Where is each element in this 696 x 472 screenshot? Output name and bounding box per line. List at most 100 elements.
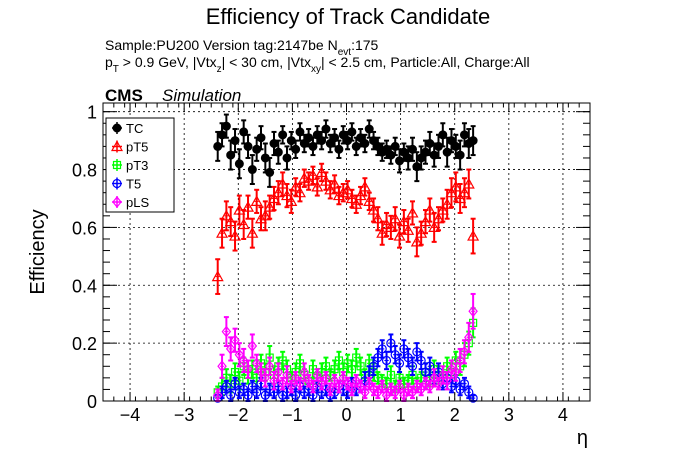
data-point [308, 380, 318, 393]
data-point [459, 345, 470, 358]
data-point [433, 377, 444, 390]
data-point [451, 366, 461, 379]
vtx-z-text: > 0.9 GeV, |Vtx [119, 54, 217, 70]
data-point [459, 379, 470, 389]
data-point [298, 171, 311, 183]
legend: TC pT5 pT3 T5 pLS [105, 117, 175, 213]
legend-marker [112, 196, 122, 208]
data-point [265, 167, 275, 177]
data-point [386, 383, 396, 396]
data-point [468, 305, 478, 318]
data-point [455, 150, 465, 160]
data-point [256, 133, 266, 143]
data-point [394, 358, 405, 368]
y-tick-label: 0.4 [72, 276, 97, 296]
data-point [394, 380, 405, 393]
data-point [302, 174, 315, 186]
data-point [455, 354, 465, 367]
data-point [282, 369, 292, 381]
x-tick-label: 4 [558, 405, 568, 425]
data-point [360, 386, 370, 399]
data-point [285, 195, 298, 206]
data-point [306, 169, 319, 180]
particle-charge-text: | < 2.5 cm, Particle:All, Charge:All [321, 54, 530, 70]
legend-label: pT3 [126, 158, 148, 173]
data-point [363, 195, 376, 206]
data-point [355, 380, 366, 393]
data-point [458, 186, 471, 198]
sample-info-text: Sample:PU200 Version tag:2147be N [105, 37, 338, 53]
data-point [321, 124, 331, 134]
data-point [376, 226, 389, 238]
data-point [389, 212, 402, 224]
data-point [371, 212, 384, 224]
data-point [252, 387, 262, 397]
data-point [380, 218, 393, 230]
legend-label: TC [126, 121, 143, 136]
plot-frame [102, 102, 591, 402]
data-point [393, 229, 406, 241]
x-tick-label: −1 [282, 405, 303, 425]
data-point [337, 186, 350, 198]
data-point [241, 200, 255, 212]
y-tick-label: 0.2 [72, 334, 97, 354]
data-point [462, 177, 475, 189]
sample-info-line: Sample:PU200 Version tag:2147be Nevt:175 [105, 37, 379, 58]
data-point [289, 180, 302, 192]
data-point [386, 370, 395, 380]
data-point [220, 209, 233, 221]
data-point [416, 383, 426, 396]
data-point [211, 270, 224, 282]
simulation-label: Simulation [162, 86, 241, 105]
data-point [267, 192, 281, 204]
data-point [263, 200, 276, 212]
y-tick-label: 0 [87, 392, 97, 412]
data-point [425, 361, 435, 371]
data-point [381, 355, 392, 366]
data-point [384, 221, 397, 233]
data-point [272, 186, 285, 198]
data-point [324, 183, 337, 195]
data-point [334, 356, 344, 365]
pt-symbol: p [105, 54, 113, 70]
data-point [260, 371, 271, 384]
data-point [468, 393, 478, 403]
data-point [295, 377, 305, 390]
data-point [325, 383, 336, 396]
x-tick-label: −4 [120, 405, 141, 425]
data-point [368, 383, 379, 396]
data-point [347, 383, 357, 396]
data-point [311, 180, 324, 192]
data-point [221, 381, 231, 392]
pt-subscript: T [113, 64, 119, 75]
legend-item-pT3: pT3 [112, 158, 148, 173]
data-point [230, 136, 240, 146]
data-point [420, 377, 431, 390]
data-point [251, 357, 262, 370]
data-point [291, 144, 301, 154]
legend-label: T5 [126, 177, 141, 192]
data-point [446, 363, 457, 376]
data-point [226, 390, 236, 400]
data-point [338, 371, 349, 384]
data-point [221, 121, 231, 131]
data-point [299, 366, 310, 379]
data-point [342, 377, 353, 390]
data-point [428, 221, 441, 233]
y-tick-label: 1 [87, 103, 97, 123]
data-point [412, 380, 422, 393]
data-point [250, 195, 263, 206]
data-point [303, 374, 314, 387]
data-point [273, 147, 283, 157]
data-point [459, 130, 469, 140]
data-point [321, 371, 331, 384]
x-tick-label: 0 [341, 405, 351, 425]
data-point [225, 342, 236, 355]
x-tick-label: 3 [504, 405, 514, 425]
data-point [216, 226, 229, 238]
data-point [347, 127, 357, 137]
data-point [449, 180, 462, 192]
data-point [243, 363, 253, 376]
data-point [243, 390, 253, 400]
